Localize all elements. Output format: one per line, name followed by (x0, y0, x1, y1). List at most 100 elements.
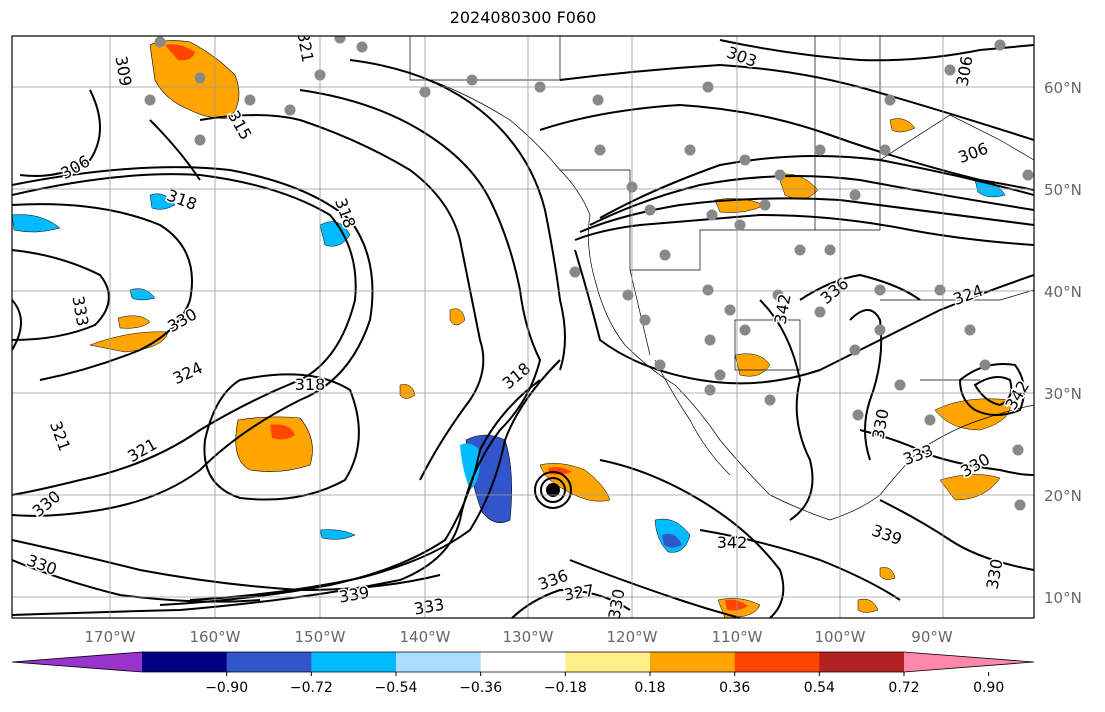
contour-label: 342 (717, 533, 748, 552)
station-dot (1014, 499, 1026, 511)
station-dot (944, 64, 956, 76)
anomaly-shading (12, 40, 1011, 618)
station-dot (979, 359, 991, 371)
gridlines (12, 36, 1034, 618)
lon-label: 150°W (295, 628, 346, 646)
station-dot (739, 324, 751, 336)
coastlines (409, 36, 1034, 521)
station-dot (924, 414, 936, 426)
lat-label: 50°N (1044, 181, 1082, 199)
colorbar-segment (396, 652, 482, 672)
colorbar-extend-low (12, 652, 142, 672)
station-dot (894, 379, 906, 391)
lat-label: 10°N (1044, 589, 1082, 607)
colorbar-extend-high (904, 652, 1034, 672)
station-dot (194, 72, 206, 84)
station-dot (994, 39, 1006, 51)
station-dot (706, 209, 718, 221)
station-dot (1022, 169, 1034, 181)
station-dots (144, 36, 1034, 511)
station-dot (244, 94, 256, 106)
station-dot (659, 249, 671, 261)
station-dot (814, 144, 826, 156)
station-dot (154, 36, 166, 48)
lat-label: 40°N (1044, 283, 1082, 301)
station-dot (714, 369, 726, 381)
station-dot (194, 134, 206, 146)
station-dot (654, 359, 666, 371)
latitude-labels: 60°N 50°N 40°N 30°N 20°N 10°N (1044, 79, 1082, 607)
station-dot (964, 324, 976, 336)
colorbar-tick-label: 0.36 (719, 680, 750, 696)
station-dot (334, 36, 346, 44)
station-dot (684, 144, 696, 156)
map-frame (11, 35, 1035, 619)
lon-label: 170°W (85, 628, 136, 646)
colorbar-tick-label: −0.54 (375, 680, 418, 696)
lon-label: 120°W (607, 628, 658, 646)
map-title: 2024080300 F060 (449, 8, 597, 27)
colorbar-tick-label: −0.36 (459, 680, 502, 696)
lon-label: 130°W (503, 628, 554, 646)
station-dot (356, 41, 368, 53)
station-dot (879, 144, 891, 156)
colorbar-tick-label: 0.54 (804, 680, 835, 696)
station-dot (772, 289, 784, 301)
station-dot (144, 94, 156, 106)
station-dot (774, 169, 786, 181)
colorbar-segment (226, 652, 312, 672)
station-dot (884, 94, 896, 106)
lon-label: 160°W (190, 628, 241, 646)
station-dot (849, 189, 861, 201)
station-dot (764, 394, 776, 406)
station-dot (794, 244, 806, 256)
colorbar-outline (11, 651, 1035, 673)
station-dot (1012, 444, 1024, 456)
station-dot (704, 384, 716, 396)
station-dot (759, 199, 771, 211)
station-dot (824, 244, 836, 256)
station-dot (704, 334, 716, 346)
lat-label: 30°N (1044, 385, 1082, 403)
colorbar-segment (480, 652, 566, 672)
station-dot (739, 154, 751, 166)
lon-label: 110°W (712, 628, 763, 646)
contour-label: 318 (295, 375, 326, 394)
colorbar-tick-label: 0.72 (888, 680, 919, 696)
station-dot (622, 289, 634, 301)
colorbar-segment (819, 652, 905, 672)
station-dot (852, 409, 864, 421)
colorbar-tick-label: −0.72 (290, 680, 333, 696)
lon-label: 100°W (815, 628, 866, 646)
longitude-labels: 170°W 160°W 150°W 140°W 130°W 120°W 110°… (85, 628, 953, 646)
station-dot (466, 74, 478, 86)
colorbar-segment (650, 652, 736, 672)
colorbar-tick-label: 0.18 (634, 680, 665, 696)
colorbar-tick-label: −0.90 (205, 680, 248, 696)
lon-label: 140°W (400, 628, 451, 646)
lat-label: 60°N (1044, 79, 1082, 97)
colorbar-segment (734, 652, 820, 672)
colorbar-segment (311, 652, 397, 672)
station-dot (724, 304, 736, 316)
station-dot (874, 324, 886, 336)
station-dot (849, 344, 861, 356)
cyclone-center-marker (534, 471, 572, 509)
station-dot (569, 266, 581, 278)
station-dot (874, 284, 886, 296)
station-dot (592, 94, 604, 106)
colorbar-segment (565, 652, 651, 672)
contour-lines (12, 39, 1034, 618)
station-dot (644, 204, 656, 216)
station-dot (934, 284, 946, 296)
station-dot (702, 284, 714, 296)
lon-label: 90°W (911, 628, 953, 646)
station-dot (734, 219, 746, 231)
station-dot (594, 144, 606, 156)
station-dot (814, 306, 826, 318)
colorbar-tick-label: 0.90 (973, 680, 1004, 696)
colorbar-tick-label: −0.18 (544, 680, 587, 696)
colorbar: −0.90 −0.72 −0.54 −0.36 −0.18 0.18 0.36 0.54 0.7… (11, 651, 1035, 696)
